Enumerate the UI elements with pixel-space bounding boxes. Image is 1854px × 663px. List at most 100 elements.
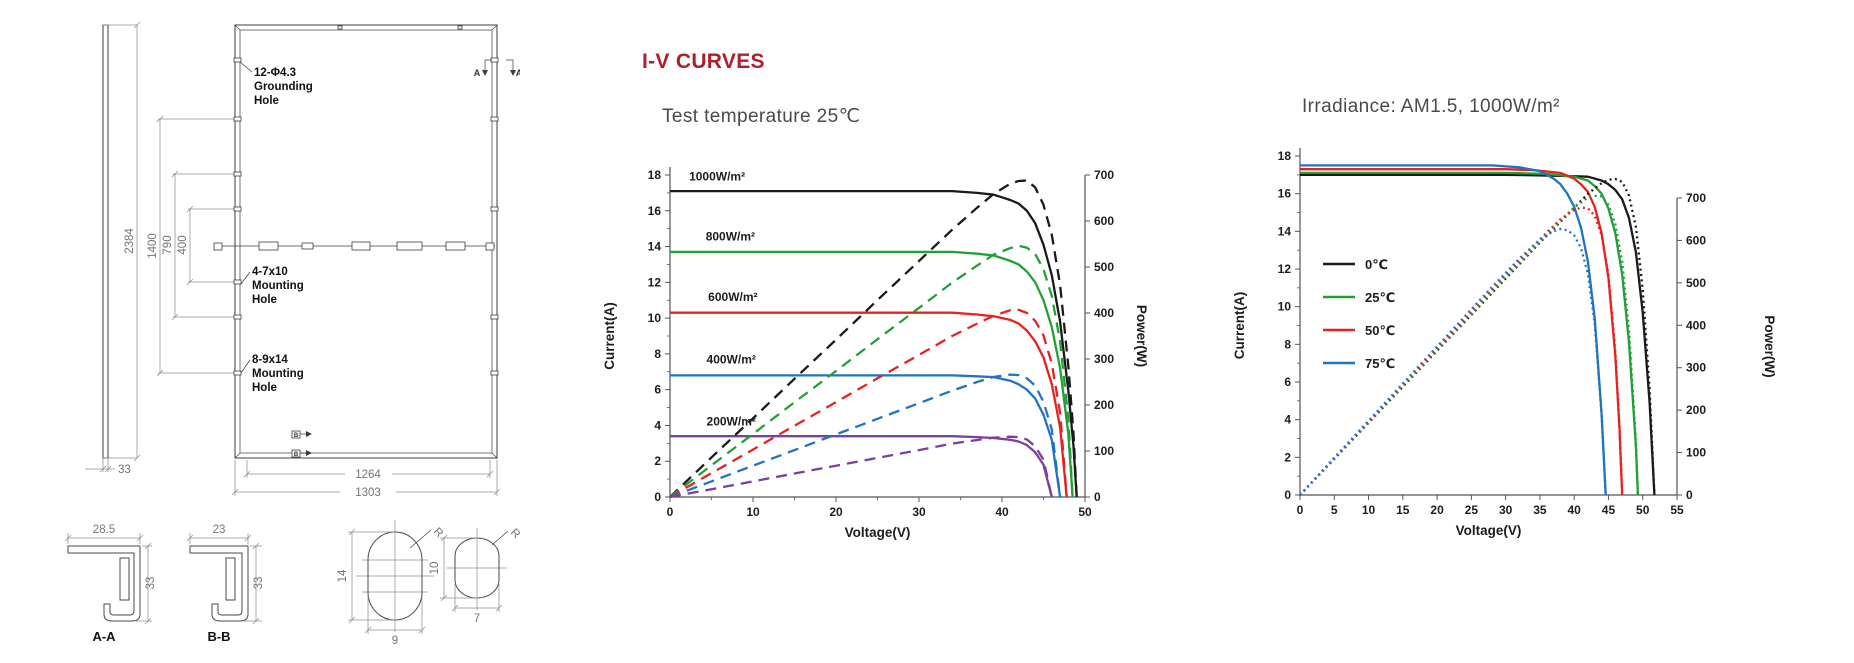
dim-bb-width: 23 [213, 524, 226, 536]
svg-text:1000W/m²: 1000W/m² [689, 169, 745, 183]
svg-text:50℃: 50℃ [1365, 323, 1395, 338]
svg-text:500: 500 [1686, 276, 1706, 290]
svg-text:10: 10 [746, 505, 760, 519]
svg-text:40: 40 [1568, 503, 1582, 517]
svg-text:Voltage(V): Voltage(V) [845, 525, 911, 540]
dim-hole1-height: 14 [337, 569, 349, 582]
series-50-i-v [1300, 168, 1624, 496]
frame-profile-a-a: 28.5 33 A-A [64, 524, 157, 644]
svg-text:Current(A): Current(A) [602, 302, 617, 370]
svg-text:18: 18 [648, 168, 662, 182]
panel-technical-drawing: 33 2384 1400 790 400 [64, 21, 520, 647]
bottom-dimensions: 1264 1303 [231, 460, 501, 499]
svg-text:0: 0 [667, 505, 674, 519]
dim-1303: 1303 [355, 487, 381, 499]
junction-box-row [213, 241, 495, 251]
svg-text:Power(W): Power(W) [1762, 315, 1777, 377]
svg-text:Voltage(V): Voltage(V) [1456, 523, 1522, 538]
svg-text:600W/m²: 600W/m² [708, 290, 757, 304]
chart-title-irradiance: Irradiance: AM1.5, 1000W/m² [1302, 96, 1560, 117]
series-0-p-v [1299, 177, 1656, 496]
mounting-hole2-line2: Mounting [252, 368, 304, 380]
dim-2384: 2384 [124, 228, 136, 254]
series-1000w-m-p-v [669, 179, 1078, 498]
section-cut-marker-b: B B [291, 430, 312, 458]
callout-grounding-hole: 12-Φ4.3 Grounding Hole [239, 61, 313, 107]
grounding-hole-line3: Hole [254, 95, 279, 107]
svg-text:10: 10 [648, 311, 662, 325]
svg-text:500: 500 [1094, 260, 1114, 274]
svg-text:300: 300 [1686, 361, 1706, 375]
svg-text:5: 5 [1331, 503, 1338, 517]
series-200w-m-p-v [669, 435, 1053, 499]
svg-text:75℃: 75℃ [1365, 356, 1395, 371]
svg-text:700: 700 [1686, 191, 1706, 205]
svg-text:16: 16 [648, 204, 662, 218]
dim-hole1-width: 9 [392, 635, 398, 647]
mounting-hole2-line1: 8-9x14 [252, 354, 288, 366]
series-800w-m-i-v [670, 250, 1074, 498]
svg-text:600: 600 [1094, 214, 1114, 228]
svg-text:0: 0 [1094, 490, 1101, 504]
marker-b-top: B [294, 433, 299, 439]
svg-text:200: 200 [1094, 398, 1114, 412]
series-25-i-v [1300, 171, 1640, 496]
svg-text:100: 100 [1686, 446, 1706, 460]
svg-text:50: 50 [1636, 503, 1650, 517]
svg-text:55: 55 [1670, 503, 1684, 517]
iv-curves-by-irradiance-chart: 0 10 20 30 40 50 0 2 4 6 8 10 12 14 16 18 0 100 200 300 400 5… [593, 133, 1173, 563]
svg-text:400: 400 [1094, 306, 1114, 320]
series-75-p-v [1299, 227, 1607, 496]
series-400w-m-p-v [669, 373, 1062, 499]
svg-text:400W/m²: 400W/m² [707, 353, 756, 367]
callout-mounting-hole-2: 8-9x14 Mounting Hole [240, 354, 304, 394]
frame-profile-b-b: 23 33 B-B [186, 524, 265, 644]
dim-aa-height: 33 [145, 577, 157, 590]
marker-a-right: A [516, 68, 520, 78]
series-600w-m-i-v [670, 311, 1068, 498]
svg-text:Power(W): Power(W) [1134, 305, 1149, 367]
svg-text:20: 20 [829, 505, 843, 519]
svg-text:50: 50 [1078, 505, 1092, 519]
svg-text:100: 100 [1094, 444, 1114, 458]
svg-text:4: 4 [1284, 413, 1291, 427]
svg-text:20: 20 [1430, 503, 1444, 517]
svg-text:0℃: 0℃ [1365, 257, 1388, 272]
dim-hole2-width: 7 [474, 613, 480, 625]
series-50-p-v [1299, 206, 1624, 496]
grounding-hole-line2: Grounding [254, 81, 313, 93]
svg-text:16: 16 [1278, 187, 1292, 201]
marker-b-bottom: B [294, 452, 299, 458]
series-25-p-v [1299, 194, 1640, 496]
dim-bb-height: 33 [253, 577, 265, 590]
svg-text:4: 4 [654, 418, 661, 432]
svg-text:2: 2 [654, 454, 661, 468]
grounding-hole-line1: 12-Φ4.3 [254, 67, 296, 79]
chart-canvas: 0 10 20 30 40 5002468101214161801002003004005… [602, 167, 1149, 540]
hole-detail-7x10: R 10 7 [429, 527, 520, 625]
mounting-hole1-line1: 4-7x10 [252, 266, 288, 278]
svg-text:30: 30 [1499, 503, 1513, 517]
chart-canvas: 0 5 10 15 20 25 30 35 40 45 50 55024681012141618010… [1232, 148, 1777, 538]
dim-aa-width: 28.5 [93, 524, 115, 536]
mounting-hole2-line3: Hole [252, 382, 277, 394]
series-200w-m-i-v [670, 435, 1053, 498]
series-1000w-m-i-v [670, 189, 1078, 498]
svg-text:10: 10 [1278, 300, 1292, 314]
callout-mounting-hole-1: 4-7x10 Mounting Hole [240, 266, 304, 306]
series-600w-m-p-v [669, 308, 1068, 498]
svg-text:14: 14 [1278, 224, 1292, 238]
svg-text:200W/m²: 200W/m² [707, 414, 756, 428]
svg-text:700: 700 [1094, 168, 1114, 182]
section-cut-marker-a: A A [474, 59, 520, 78]
svg-text:40: 40 [995, 505, 1009, 519]
svg-text:45: 45 [1602, 503, 1616, 517]
series-0-i-v [1300, 173, 1656, 496]
svg-text:200: 200 [1686, 403, 1706, 417]
svg-text:12: 12 [648, 275, 662, 289]
series-800w-m-p-v [669, 244, 1074, 498]
dim-790: 790 [162, 235, 174, 254]
svg-text:35: 35 [1533, 503, 1547, 517]
series-75-i-v [1300, 164, 1607, 496]
